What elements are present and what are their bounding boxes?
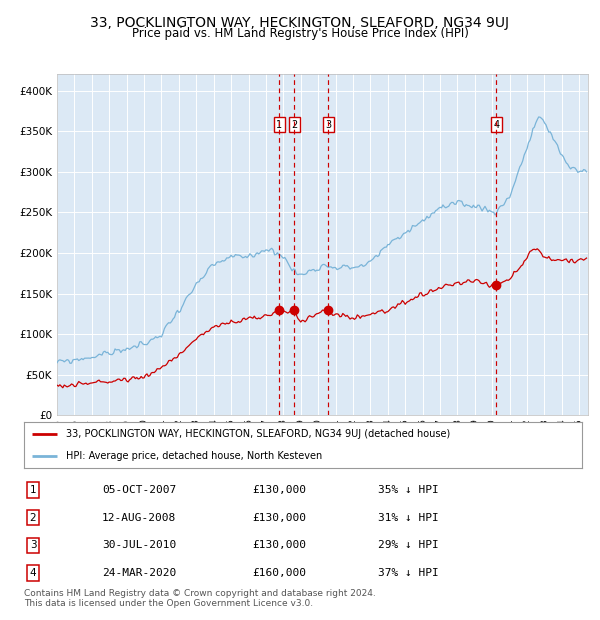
Text: 1: 1 <box>276 120 282 130</box>
Text: £130,000: £130,000 <box>252 485 306 495</box>
Text: 33, POCKLINGTON WAY, HECKINGTON, SLEAFORD, NG34 9UJ (detached house): 33, POCKLINGTON WAY, HECKINGTON, SLEAFOR… <box>66 429 450 439</box>
Text: 33, POCKLINGTON WAY, HECKINGTON, SLEAFORD, NG34 9UJ: 33, POCKLINGTON WAY, HECKINGTON, SLEAFOR… <box>91 16 509 30</box>
Text: £130,000: £130,000 <box>252 541 306 551</box>
Text: £130,000: £130,000 <box>252 513 306 523</box>
Text: 30-JUL-2010: 30-JUL-2010 <box>102 541 176 551</box>
Text: 12-AUG-2008: 12-AUG-2008 <box>102 513 176 523</box>
Text: 24-MAR-2020: 24-MAR-2020 <box>102 569 176 578</box>
Text: HPI: Average price, detached house, North Kesteven: HPI: Average price, detached house, Nort… <box>66 451 322 461</box>
Text: 37% ↓ HPI: 37% ↓ HPI <box>378 569 439 578</box>
Text: 2: 2 <box>291 120 297 130</box>
Text: 05-OCT-2007: 05-OCT-2007 <box>102 485 176 495</box>
Text: 29% ↓ HPI: 29% ↓ HPI <box>378 541 439 551</box>
Text: 3: 3 <box>325 120 331 130</box>
Text: 31% ↓ HPI: 31% ↓ HPI <box>378 513 439 523</box>
Text: 3: 3 <box>29 541 37 551</box>
Text: Contains HM Land Registry data © Crown copyright and database right 2024.
This d: Contains HM Land Registry data © Crown c… <box>24 589 376 608</box>
Text: 4: 4 <box>493 120 499 130</box>
Text: £160,000: £160,000 <box>252 569 306 578</box>
Text: 2: 2 <box>29 513 37 523</box>
Text: 35% ↓ HPI: 35% ↓ HPI <box>378 485 439 495</box>
Text: 1: 1 <box>29 485 37 495</box>
Text: 4: 4 <box>29 569 37 578</box>
Text: Price paid vs. HM Land Registry's House Price Index (HPI): Price paid vs. HM Land Registry's House … <box>131 27 469 40</box>
